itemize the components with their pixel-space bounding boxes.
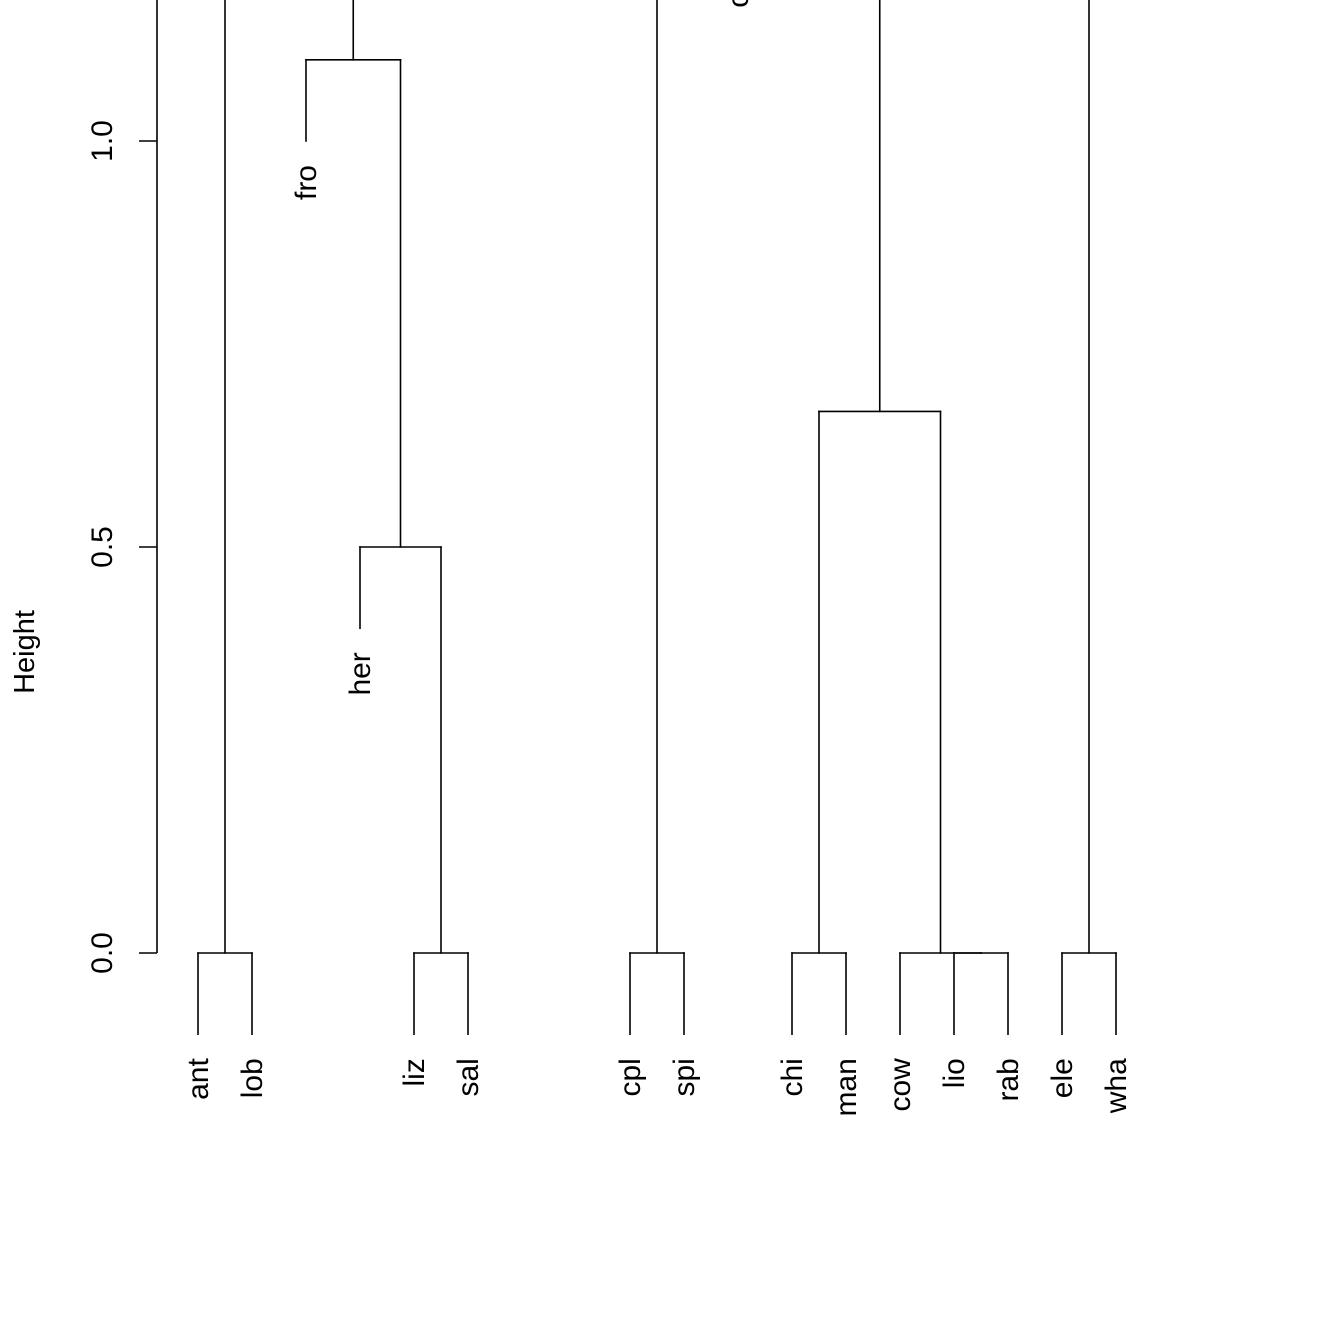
- y-tick-label: 1.0: [86, 120, 119, 162]
- leaf-label-cat: cat: [722, 0, 755, 8]
- leaf-label-her: her: [344, 652, 377, 695]
- leaf-label-cpl: cpl: [614, 1058, 647, 1096]
- leaf-label-man: man: [830, 1058, 863, 1116]
- leaf-label-wha: wha: [1100, 1058, 1133, 1114]
- leaf-label-liz: liz: [398, 1058, 431, 1086]
- leaf-label-ele: ele: [1046, 1058, 1079, 1098]
- y-tick-label: 0.5: [86, 526, 119, 568]
- leaf-label-cow: cow: [884, 1058, 917, 1112]
- leaf-label-lob: lob: [236, 1058, 269, 1098]
- dendrogram-tree: [197, 0, 1117, 1035]
- leaf-label-chi: chi: [776, 1058, 809, 1096]
- y-tick-label: 0.0: [86, 932, 119, 974]
- leaf-labels: ant lob liz sal cpl spi chi man lio rab cow ele wha h…: [182, 0, 1133, 1117]
- y-axis-label: Height: [9, 610, 41, 694]
- y-axis: 0.00.51.01.5: [86, 0, 158, 974]
- leaf-label-lio: lio: [938, 1058, 971, 1088]
- leaf-label-sal: sal: [452, 1058, 485, 1096]
- leaf-label-spi: spi: [668, 1058, 701, 1096]
- leaf-label-ant: ant: [182, 1058, 215, 1100]
- leaf-label-fro: fro: [290, 165, 323, 200]
- leaf-label-rab: rab: [992, 1058, 1025, 1101]
